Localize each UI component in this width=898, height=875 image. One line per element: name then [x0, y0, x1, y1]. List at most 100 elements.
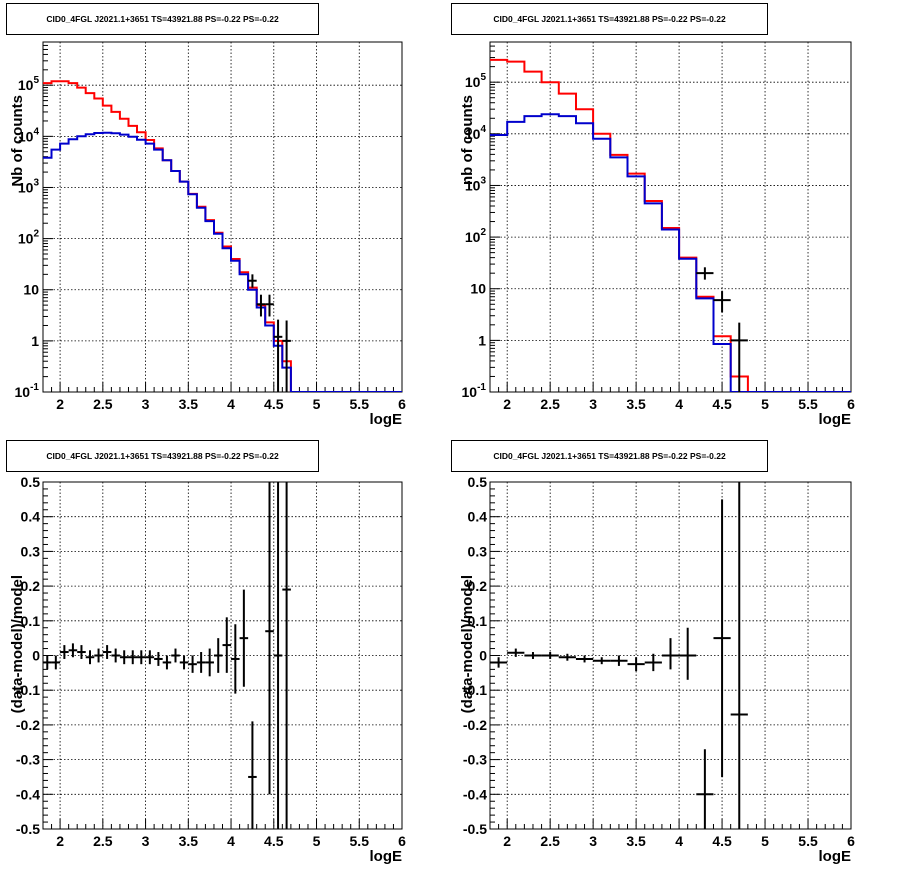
data-point: [213, 638, 223, 673]
y-tick-label: 103: [18, 177, 40, 195]
data-point: [179, 655, 189, 670]
data-point: [575, 655, 594, 663]
x-tick-label: 2.5: [93, 396, 113, 412]
data-point: [265, 482, 274, 795]
data-point: [196, 652, 206, 673]
x-tick-label: 3.5: [626, 833, 646, 849]
y-tick-label: 103: [465, 175, 487, 193]
x-axis-label: logE: [370, 411, 403, 428]
plot-area: [490, 58, 851, 392]
y-tick-label: 0.2: [21, 578, 41, 594]
x-tick-label: 5.5: [350, 833, 370, 849]
y-axis-label: nb of counts: [459, 95, 476, 185]
y-tick-label: -0.2: [16, 717, 40, 733]
x-tick-label: 6: [398, 396, 406, 412]
data-point: [248, 721, 257, 829]
x-tick-label: 4: [227, 396, 235, 412]
y-tick-label: 105: [465, 72, 487, 90]
y-tick-label: 0.3: [21, 543, 41, 559]
x-tick-label: 3: [589, 833, 597, 849]
x-tick-label: 2: [56, 396, 64, 412]
data-point: [60, 645, 69, 659]
y-axis-label: (data-model)/model: [459, 575, 476, 713]
y-tick-label: -0.1: [463, 682, 487, 698]
data-point: [730, 482, 748, 829]
data-point: [77, 645, 86, 659]
y-tick-label: 10: [470, 281, 486, 297]
y-tick-label: 104: [18, 126, 40, 144]
panel-title-4: CID0_4FGL J2021.1+3651 TS=43921.88 PS=-0…: [451, 440, 768, 472]
y-tick-label: 0.4: [468, 509, 488, 525]
series-model-blue: [490, 113, 851, 392]
x-tick-label: 4.5: [712, 396, 732, 412]
y-tick-label: -0.5: [16, 821, 40, 837]
data-point: [696, 267, 714, 280]
x-tick-label: 3: [142, 833, 150, 849]
data-point: [145, 650, 155, 665]
panel-title-1: CID0_4FGL J2021.1+3651 TS=43921.88 PS=-0…: [6, 3, 319, 35]
x-tick-label: 6: [847, 833, 855, 849]
x-tick-label: 4.5: [264, 833, 284, 849]
x-tick-label: 4.5: [712, 833, 732, 849]
data-point: [119, 650, 129, 665]
y-tick-label: 0: [32, 648, 40, 664]
y-tick-label: 0.5: [468, 474, 488, 490]
y-axis-label: (data-model)/model: [9, 575, 26, 713]
series-model-red: [490, 58, 851, 392]
x-tick-label: 3.5: [626, 396, 646, 412]
x-axis-label: logE: [819, 411, 852, 428]
plot-area: [43, 482, 291, 829]
data-point: [273, 482, 283, 829]
y-tick-label: 102: [18, 229, 40, 247]
data-point: [627, 657, 645, 672]
data-point: [593, 657, 611, 665]
data-point: [248, 274, 257, 288]
x-tick-label: 3: [142, 396, 150, 412]
x-tick-label: 2.5: [540, 833, 560, 849]
y-tick-label: -0.2: [463, 717, 487, 733]
plot-frame: [489, 41, 852, 393]
x-tick-label: 2.5: [93, 833, 113, 849]
x-tick-label: 5: [313, 396, 321, 412]
y-tick-label: 10: [23, 282, 39, 298]
data-point: [644, 653, 662, 672]
data-point: [558, 653, 576, 661]
data-point: [541, 652, 559, 659]
x-tick-label: 5.5: [798, 833, 818, 849]
panel-2: 2 2.5 3 3.5 4 4.5 5 5.5 6 10-1 1 10 102 103 104 105 logE…: [459, 41, 855, 428]
x-tick-label: 4.5: [264, 396, 284, 412]
data-point: [128, 650, 138, 665]
data-point: [102, 645, 112, 659]
plot-area: [43, 80, 402, 392]
data-point: [137, 650, 146, 665]
x-axis-label: logE: [370, 848, 403, 865]
data-point: [713, 291, 731, 313]
x-tick-label: 5: [761, 833, 769, 849]
y-tick-label: 104: [465, 124, 487, 142]
plot-frame: [42, 41, 403, 393]
data-point: [231, 624, 240, 694]
data-point: [282, 482, 291, 829]
x-tick-label: 5: [761, 396, 769, 412]
y-tick-label: 10-1: [15, 382, 40, 400]
panel-4: 2 2.5 3 3.5 4 4.5 5 5.5 6 -0.5 -0.4 -0.3 -0.2 -0.1 0 0.…: [459, 474, 855, 865]
y-tick-label: 0.2: [468, 578, 488, 594]
data-point: [265, 294, 274, 317]
data-point: [94, 648, 103, 663]
x-axis-label: logE: [819, 848, 852, 865]
data-point: [256, 294, 266, 317]
y-tick-label: 0.1: [21, 613, 41, 629]
data-point: [188, 655, 197, 673]
y-tick-label: 0.1: [468, 613, 488, 629]
data-point: [68, 643, 78, 658]
data-point: [222, 617, 232, 673]
data-point: [239, 589, 249, 687]
y-tick-label: 0.4: [21, 509, 41, 525]
y-tick-label: 0.3: [468, 543, 488, 559]
y-tick-label: 1: [31, 333, 39, 349]
y-tick-label: -0.4: [463, 786, 487, 802]
x-tick-label: 3: [589, 396, 597, 412]
x-tick-label: 3.5: [179, 833, 199, 849]
data-point: [51, 655, 61, 670]
panel-1: 2 2.5 3 3.5 4 4.5 5 5.5 6 10-1 1 10 102 103 104 105 logE…: [9, 41, 406, 428]
